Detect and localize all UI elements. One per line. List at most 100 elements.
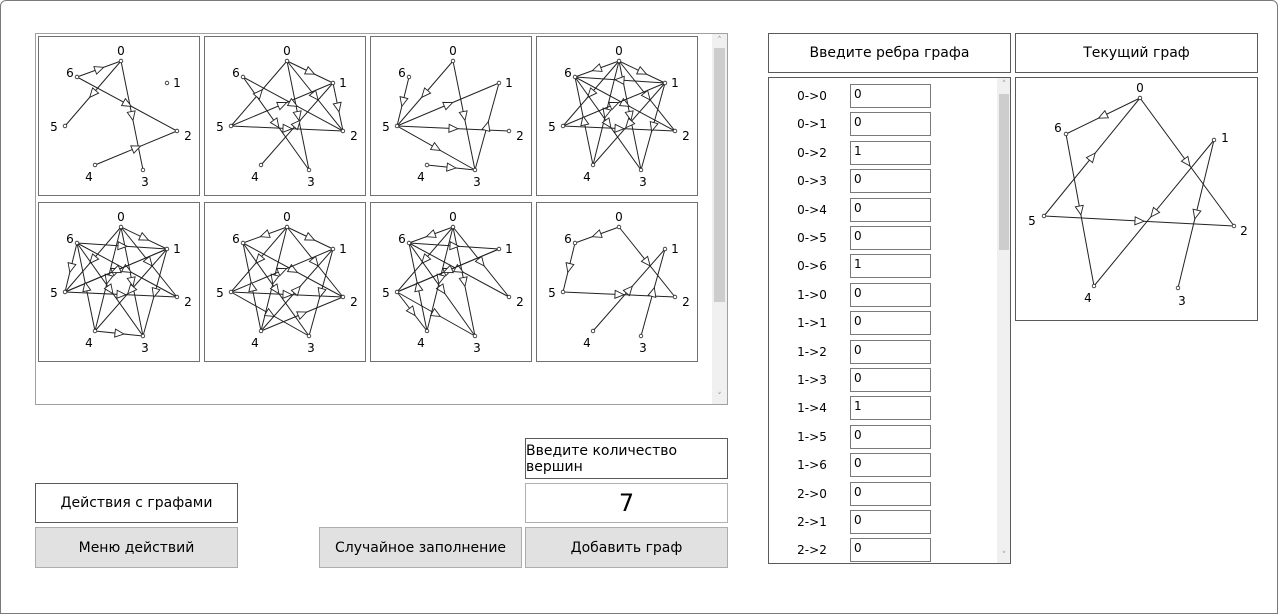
graph-vertex [616, 224, 622, 230]
graph-vertex [118, 224, 124, 230]
graph-vertex [118, 58, 124, 64]
edge-value-input[interactable]: 0 [850, 112, 931, 137]
edge-arrow-icon [137, 231, 150, 241]
edge-arrow-icon [269, 283, 280, 295]
edge-label: 1->6 [797, 458, 827, 473]
current-graph-view: 0 1 2 3 4 5 6 [1015, 77, 1258, 321]
edge-arrow-icon [474, 255, 485, 267]
edge-value-input[interactable]: 0 [850, 169, 931, 194]
vertex-label: 3 [473, 175, 481, 189]
scrollbar-thumb[interactable] [714, 48, 725, 302]
edge-arrow-icon [308, 89, 319, 101]
edge-row: 1->1 0 [769, 308, 997, 336]
edge-arrow-icon [1180, 155, 1191, 167]
edge-arrow-icon [82, 281, 92, 293]
graph-thumbnail-drawing: 0 1 2 3 4 5 6 [216, 44, 358, 189]
vertex-label: 4 [251, 170, 259, 184]
edge-row: 1->6 0 [769, 450, 997, 478]
add-graph-button[interactable]: Добавить граф [525, 527, 728, 568]
edge-value-input[interactable]: 0 [850, 339, 931, 364]
vertex-label: 5 [50, 120, 58, 134]
vertex-label: 5 [216, 286, 224, 300]
graph-thumbnail[interactable]: 0 1 2 3 4 5 6 [536, 202, 698, 362]
edge-value-input[interactable]: 1 [850, 254, 931, 279]
edge-arrow-icon [270, 273, 280, 285]
vertex-label: 3 [141, 341, 149, 355]
vertex-label: 4 [417, 170, 425, 184]
graph-thumbnail[interactable]: 0 1 2 3 4 5 6 [38, 36, 200, 196]
graph-vertex [164, 80, 170, 86]
graph-thumbnail[interactable]: 0 1 2 3 4 5 6 [370, 36, 532, 196]
vertex-count-label: Введите количество вершин [525, 438, 728, 479]
graph-vertex [506, 294, 512, 300]
graph-vertex [62, 123, 68, 129]
scroll-up-icon[interactable]: ˄ [717, 36, 722, 46]
edge-arrow-icon [303, 65, 316, 75]
graph-thumbnail[interactable]: 0 1 2 3 4 5 6 [370, 202, 532, 362]
graph-vertex [330, 80, 336, 86]
edge-row: 2->1 0 [769, 507, 997, 535]
edge-arrow-icon [613, 75, 625, 85]
edge-value-input[interactable]: 0 [850, 510, 931, 534]
edge-arrow-icon [587, 87, 598, 99]
graph-thumbnail[interactable]: 0 1 2 3 4 5 6 [536, 36, 698, 196]
graph-vertex [228, 123, 234, 129]
edge-input-panel[interactable]: 0->0 0 0->1 0 0->2 1 0->3 0 0->4 0 0->5 0 0->6 1 1->0 0… [768, 77, 1011, 564]
vertex-count-field[interactable]: 7 [525, 483, 728, 523]
vertex-label: 6 [564, 232, 572, 246]
graph-vertex [616, 58, 622, 64]
edge-arrow-icon [647, 286, 657, 299]
vertex-label: 2 [516, 129, 524, 143]
vertex-label: 5 [50, 286, 58, 300]
graph-vertex [424, 328, 430, 334]
edge-arrow-icon [290, 119, 302, 131]
vertex-label: 1 [1221, 131, 1229, 145]
edge-value-input[interactable]: 0 [850, 368, 931, 392]
vertex-label: 2 [516, 295, 524, 309]
edge-value-input[interactable]: 0 [850, 311, 931, 336]
random-fill-button[interactable]: Случайное заполнение [319, 527, 522, 568]
edge-value-input[interactable]: 1 [850, 396, 931, 421]
graph-vertex [1137, 95, 1143, 101]
vertex-label: 2 [184, 129, 192, 143]
scroll-down-icon[interactable]: ˅ [1001, 551, 1007, 561]
edge-row: 1->5 0 [769, 422, 997, 450]
edge-value-input[interactable]: 0 [850, 481, 931, 506]
vertex-count-value: 7 [618, 489, 635, 517]
edge-value-input[interactable]: 0 [850, 538, 931, 563]
graph-thumbnail[interactable]: 0 1 2 3 4 5 6 [204, 36, 366, 196]
edge-arrow-icon [89, 87, 100, 99]
graph-vertex [406, 240, 412, 246]
graph-thumbnail[interactable]: 0 1 2 3 4 5 6 [204, 202, 366, 362]
graph-vertex [506, 128, 512, 134]
graph-vertex [1041, 213, 1047, 219]
graph-vertex [496, 80, 502, 86]
vertex-label: 3 [141, 175, 149, 189]
graph-vertex [140, 333, 146, 339]
edge-arrow-icon [421, 87, 432, 99]
scroll-down-icon[interactable]: ˅ [717, 392, 722, 402]
gallery-scrollbar[interactable]: ˄ ˅ [712, 34, 727, 404]
edge-value-input[interactable]: 0 [850, 424, 931, 449]
graph-vertex [406, 74, 412, 80]
graph-vertex [638, 167, 644, 173]
scroll-up-icon[interactable]: ˄ [1001, 80, 1007, 90]
edge-arrow-icon [286, 263, 299, 273]
scrollbar-thumb[interactable] [999, 94, 1009, 250]
edge-value-input[interactable]: 0 [850, 197, 931, 222]
edge-value-input[interactable]: 1 [850, 140, 931, 165]
edge-value-input[interactable]: 0 [850, 282, 931, 307]
vertex-label: 5 [216, 120, 224, 134]
edge-arrow-icon [290, 285, 302, 297]
edge-list-scrollbar[interactable]: ˄ ˅ [997, 78, 1010, 563]
edge-value-input[interactable]: 0 [850, 453, 931, 478]
actions-menu-button[interactable]: Меню действий [35, 527, 238, 568]
edge-arrow-icon [263, 307, 276, 318]
edge-row: 2->2 0 [769, 535, 997, 563]
edge-value-input[interactable]: 0 [850, 84, 931, 108]
edge-value-input[interactable]: 0 [850, 226, 931, 250]
edge-row: 1->0 0 [769, 280, 997, 308]
edge-label: 0->3 [797, 174, 827, 189]
graph-thumbnail[interactable]: 0 1 2 3 4 5 6 [38, 202, 200, 362]
